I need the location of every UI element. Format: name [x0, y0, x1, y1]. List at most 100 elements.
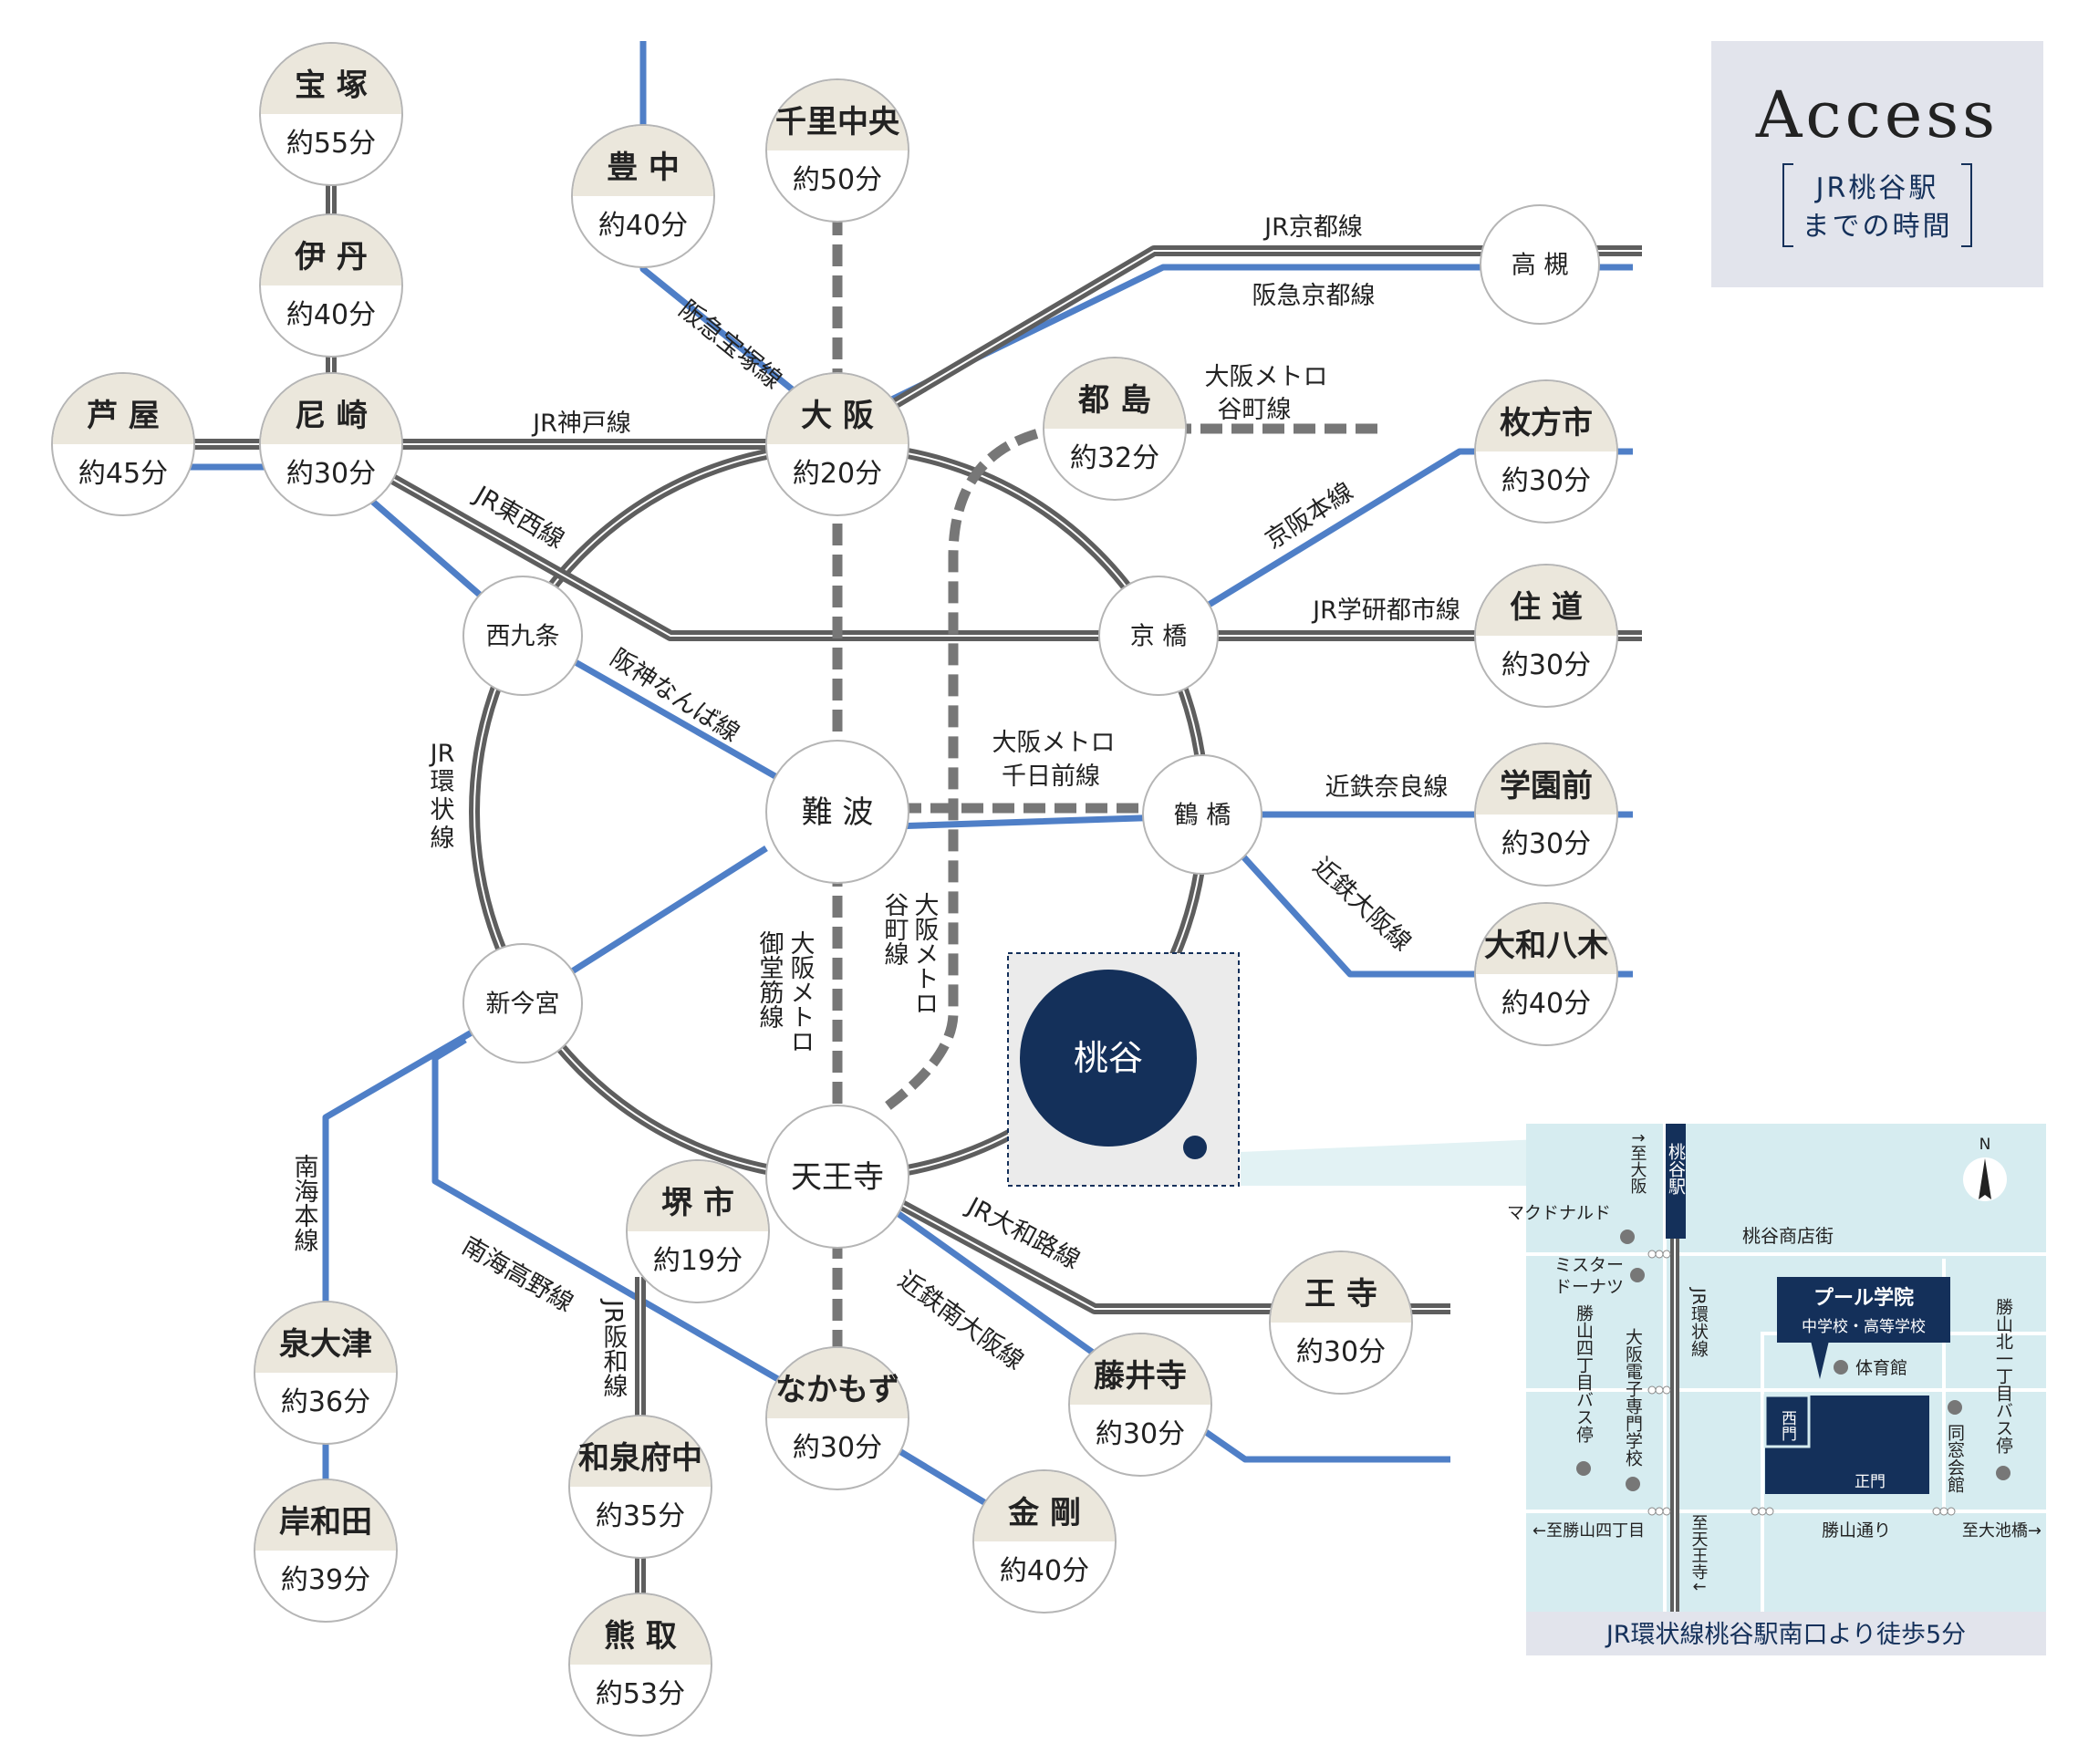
- mcdonalds-marker: [1620, 1230, 1635, 1244]
- station-senrichuo-name: 千里中央: [775, 104, 900, 140]
- bus-stop-katsuyama4-marker: [1576, 1461, 1591, 1476]
- label-hankyu-kyoto: 阪急京都線: [1252, 282, 1376, 310]
- label-jr-loop-1: JR: [429, 740, 455, 768]
- station-takatsuki[interactable]: 高 槻: [1480, 204, 1600, 325]
- station-kumatori-name: 熊 取: [604, 1618, 677, 1655]
- title-sub-station: JR桃谷駅: [1814, 172, 1939, 204]
- local-bus-katsuyama4: 勝山四丁目バス停: [1574, 1304, 1594, 1443]
- misterdonut-marker: [1630, 1268, 1645, 1282]
- denshi-school-marker: [1626, 1477, 1640, 1491]
- station-amagasaki-name: 尼 崎: [295, 398, 368, 434]
- station-nishikujo-name: 西九条: [486, 623, 560, 651]
- station-nakamozu-name: なかもず: [775, 1372, 899, 1408]
- local-katsuyama-dori: 勝山通り: [1822, 1520, 1891, 1541]
- label-nankai-main: 南海本線: [290, 1154, 319, 1252]
- local-bus-katsuyamakita1: 勝山北一丁目バス停: [1993, 1298, 2013, 1454]
- station-kongo-name: 金 剛: [1007, 1495, 1081, 1531]
- station-takarazuka-name: 宝 塚: [295, 67, 368, 104]
- local-map: 桃谷駅 N ↑至大阪 至天王寺↓ JR環状線 マクドナルド ミスター ドーナツ …: [1507, 1124, 2046, 1655]
- station-tennoji[interactable]: 天王寺: [765, 1105, 909, 1249]
- station-amagasaki-time: 約30分: [286, 458, 376, 490]
- station-izumifuchu-time: 約35分: [596, 1500, 685, 1532]
- station-sumimichi-name: 住 道: [1510, 589, 1583, 626]
- label-nankai-koya: 南海高野線: [457, 1231, 577, 1317]
- station-sakaishi-time: 約19分: [653, 1245, 743, 1277]
- local-footer-bar: [1526, 1612, 2046, 1655]
- label-metro-tanimachi-top-2: 谷町線: [1218, 396, 1292, 424]
- local-station-label: 桃谷駅: [1666, 1143, 1686, 1196]
- station-ashiya-time: 約45分: [78, 458, 168, 490]
- local-to-osaka: ↑至大阪: [1628, 1131, 1647, 1194]
- momodani-location-dot: [1183, 1136, 1207, 1159]
- station-hirakatashi-name: 枚方市: [1500, 405, 1593, 441]
- label-jr-kobe: JR神戸線: [531, 410, 631, 438]
- station-kongo-time: 約40分: [1000, 1555, 1089, 1587]
- label-kintetsu-minamiosaka: 近鉄南大阪線: [892, 1266, 1028, 1375]
- title-sub-time: までの時間: [1803, 211, 1953, 243]
- station-kyobashi[interactable]: 京 橋: [1098, 576, 1219, 696]
- station-hirakatashi-time: 約30分: [1501, 465, 1591, 497]
- label-jr-kyoto: JR京都線: [1262, 213, 1363, 242]
- hankyu-takarazuka-line: [639, 41, 840, 429]
- north-label: N: [1979, 1136, 1991, 1154]
- local-west-gate: 西門: [1778, 1410, 1796, 1442]
- label-jr-yamatoji: JR大和路線: [961, 1191, 1084, 1275]
- station-nakamozu-time: 約30分: [793, 1432, 882, 1464]
- station-tsuruhashi[interactable]: 鶴 橋: [1142, 754, 1262, 875]
- label-metro-midosuji-2: 御堂筋線: [755, 930, 784, 1029]
- alumni-hall-marker: [1948, 1400, 1962, 1415]
- station-namba[interactable]: 難 波: [765, 740, 909, 884]
- station-namba-name: 難 波: [802, 794, 874, 831]
- station-itami-time: 約40分: [286, 299, 376, 331]
- label-jr-loop-3: 状: [431, 796, 455, 825]
- gym-marker: [1834, 1360, 1848, 1375]
- station-kyobashi-name: 京 橋: [1130, 623, 1188, 651]
- station-shinimamiya[interactable]: 新今宮: [462, 943, 583, 1064]
- local-momodani-station[interactable]: [1666, 1124, 1686, 1239]
- station-shinimamiya-name: 新今宮: [486, 991, 560, 1019]
- local-gym: 体育館: [1855, 1358, 1907, 1378]
- local-jr-loop-label: JR環状線: [1688, 1287, 1709, 1357]
- local-mcdonalds: マクドナルド: [1507, 1203, 1611, 1223]
- station-toyonaka-time: 約40分: [598, 210, 688, 242]
- local-alumni-hall: 同窓会館: [1945, 1424, 1965, 1493]
- label-jr-loop-2: 環: [431, 768, 455, 796]
- local-to-tennoji: 至天王寺↓: [1689, 1514, 1709, 1593]
- station-momodani-name: 桃谷: [1074, 1038, 1143, 1078]
- station-momodani[interactable]: [1020, 970, 1197, 1147]
- label-metro-midosuji-1: 大阪メトロ: [786, 930, 815, 1053]
- station-yamatoyagi-name: 大和八木: [1484, 928, 1608, 964]
- station-tsuruhashi-name: 鶴 橋: [1174, 802, 1231, 830]
- metro-tanimachi-line: [881, 423, 1377, 1113]
- station-yamatoyagi-time: 約40分: [1501, 988, 1591, 1020]
- bus-stop-katsuyamakita1-marker: [1996, 1466, 2010, 1480]
- label-jr-gakkentoshi: JR学研都市線: [1311, 597, 1460, 625]
- station-takatsuki-name: 高 槻: [1512, 252, 1569, 280]
- station-nishikujo[interactable]: 西九条: [462, 576, 583, 696]
- title-panel: Access JR桃谷駅 までの時間: [1711, 41, 2043, 287]
- label-jr-hanwa: JR阪和線: [599, 1298, 629, 1398]
- label-jr-loop-4: 線: [431, 825, 455, 853]
- north-arrow-icon: N: [1963, 1136, 2007, 1201]
